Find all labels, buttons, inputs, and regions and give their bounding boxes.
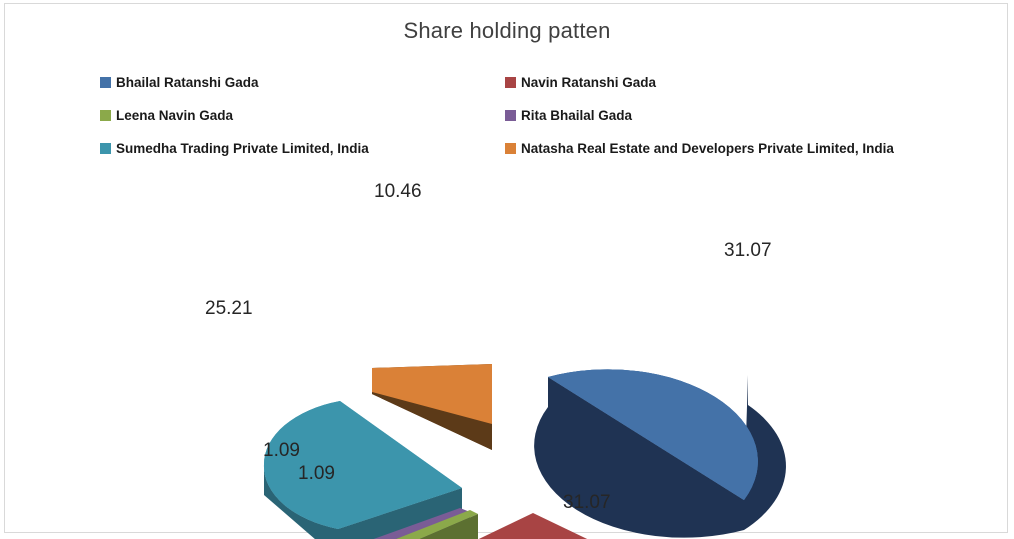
legend-swatch-icon xyxy=(505,77,516,88)
legend-row: Sumedha Trading Private Limited, India N… xyxy=(100,132,950,165)
legend-item-rita-bhailal-gada[interactable]: Rita Bhailal Gada xyxy=(505,108,950,123)
chart-legend: Bhailal Ratanshi Gada Navin Ratanshi Gad… xyxy=(100,66,950,165)
legend-swatch-icon xyxy=(505,110,516,121)
pie-slice-natasha-real-estate[interactable] xyxy=(372,364,492,450)
legend-item-sumedha-trading[interactable]: Sumedha Trading Private Limited, India xyxy=(100,141,505,156)
legend-swatch-icon xyxy=(100,110,111,121)
data-label-leena: 1.09 xyxy=(298,463,335,484)
data-label-navin: 31.07 xyxy=(563,492,611,513)
legend-label: Leena Navin Gada xyxy=(116,108,234,123)
legend-label: Natasha Real Estate and Developers Priva… xyxy=(521,141,894,156)
pie-slice-bhailal-ratanshi-gada[interactable] xyxy=(534,369,786,538)
legend-label: Navin Ratanshi Gada xyxy=(521,75,657,90)
chart-title: Share holding patten xyxy=(403,18,611,43)
legend-label: Sumedha Trading Private Limited, India xyxy=(116,141,369,156)
pie-slice-sumedha-trading[interactable] xyxy=(263,401,462,539)
pie-graphic xyxy=(263,364,786,539)
data-label-bhailal: 31.07 xyxy=(724,240,772,261)
data-label-sumedha: 25.21 xyxy=(205,298,253,319)
legend-item-bhailal-ratanshi-gada[interactable]: Bhailal Ratanshi Gada xyxy=(100,75,505,90)
legend-label: Bhailal Ratanshi Gada xyxy=(116,75,259,90)
pie-slice-navin-ratanshi-gada[interactable] xyxy=(383,513,683,539)
legend-row: Bhailal Ratanshi Gada Navin Ratanshi Gad… xyxy=(100,66,950,99)
legend-item-navin-ratanshi-gada[interactable]: Navin Ratanshi Gada xyxy=(505,75,950,90)
data-label-rita: 1.09 xyxy=(263,440,300,461)
legend-item-natasha-real-estate[interactable]: Natasha Real Estate and Developers Priva… xyxy=(505,141,950,156)
legend-swatch-icon xyxy=(505,143,516,154)
legend-label: Rita Bhailal Gada xyxy=(521,108,633,123)
legend-swatch-icon xyxy=(100,77,111,88)
pie-plot-area: 10.46 31.07 25.21 1.09 1.09 31.07 xyxy=(0,160,1014,539)
legend-item-leena-navin-gada[interactable]: Leena Navin Gada xyxy=(100,108,505,123)
pie-slice-leena-navin-gada[interactable] xyxy=(327,510,478,539)
data-label-natasha: 10.46 xyxy=(374,181,422,202)
legend-row: Leena Navin Gada Rita Bhailal Gada xyxy=(100,99,950,132)
legend-swatch-icon xyxy=(100,143,111,154)
